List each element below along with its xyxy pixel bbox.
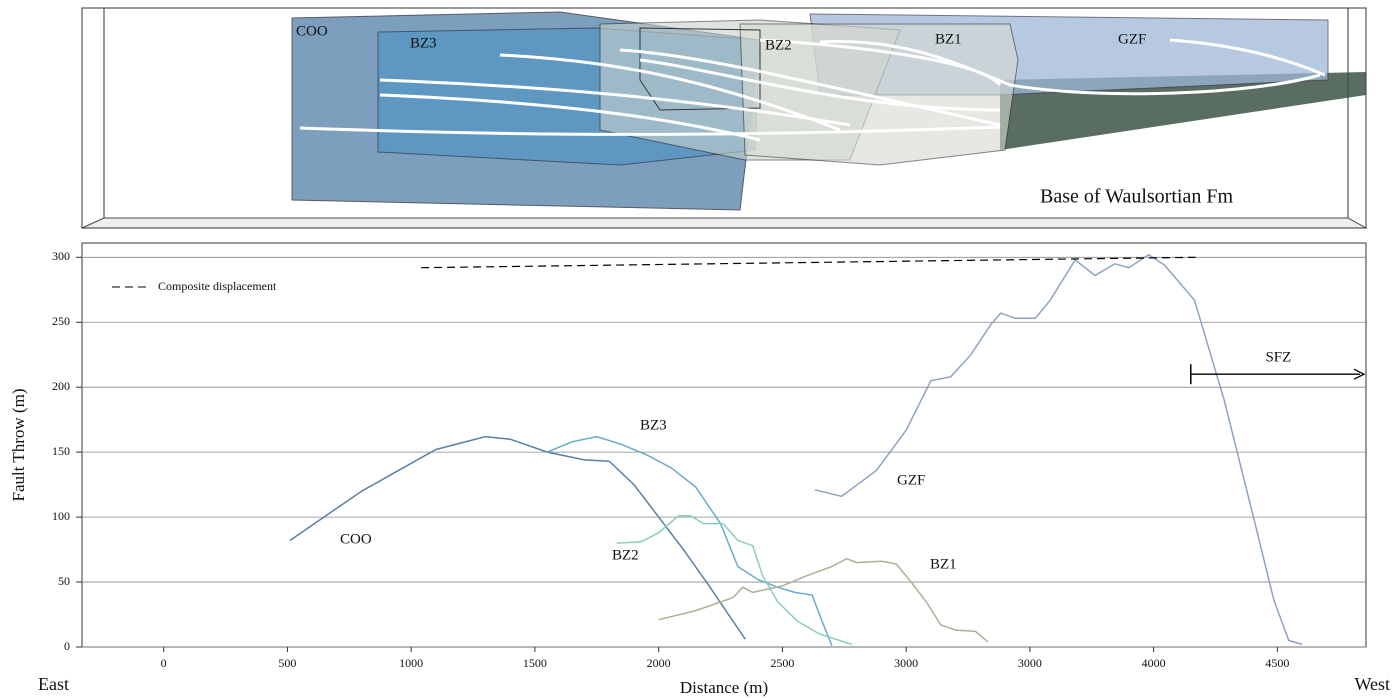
y-tick-label: 0 [64, 639, 70, 653]
legend-label: Composite displacement [158, 279, 277, 293]
x-tick-label: 1500 [523, 656, 547, 670]
frame [81, 7, 1367, 229]
trace [379, 93, 761, 142]
fault-diagram: COO BZ3 BZ2 BZ1 GZF Base of Waulsortian … [81, 7, 1368, 229]
throw-line [547, 435, 833, 646]
x-tick-label: 1000 [399, 656, 423, 670]
frame-floor [81, 217, 1368, 229]
west-label: West [1354, 674, 1390, 694]
diagram-label: COO [296, 23, 328, 39]
x-tick-label: 3000 [894, 656, 918, 670]
plot-frame [81, 242, 1367, 648]
diagram-label: BZ2 [765, 37, 792, 53]
trace [299, 125, 1001, 136]
series-label: GZF [897, 472, 925, 488]
diagram-label: BZ1 [935, 31, 962, 47]
x-tick-label: 500 [278, 656, 296, 670]
throw-line [616, 515, 852, 646]
y-tick-label: 250 [52, 314, 70, 328]
y-tick-label: 50 [58, 574, 70, 588]
x-tick-label: 2000 [647, 656, 671, 670]
annotation-label: SFZ [1265, 350, 1291, 366]
y-tick-label: 300 [52, 249, 70, 263]
y-axis-label: Fault Throw (m) [9, 388, 28, 501]
trace [499, 53, 841, 132]
x-tick-label: 4000 [1142, 656, 1166, 670]
y-tick-label: 200 [52, 379, 70, 393]
arrow-head [1353, 368, 1366, 380]
x-tick-label: 4500 [1265, 656, 1289, 670]
throw-line [814, 253, 1303, 646]
throw-line [658, 557, 989, 643]
y-tick-label: 150 [52, 444, 70, 458]
east-label: East [38, 674, 69, 694]
diagram-label: GZF [1118, 31, 1146, 47]
throw-line [289, 435, 746, 640]
series-label: BZ3 [640, 417, 667, 433]
y-tick-label: 100 [52, 509, 70, 523]
series-label: BZ1 [930, 556, 957, 572]
x-tick-label: 0 [161, 656, 167, 670]
diagram-caption: Base of Waulsortian Fm [1040, 186, 1233, 208]
series-label: BZ2 [612, 547, 639, 563]
fault-traces [299, 38, 1326, 142]
trace [379, 78, 851, 127]
diagram-label: BZ3 [410, 35, 437, 51]
trace [1169, 38, 1326, 77]
series-label: COO [340, 531, 372, 547]
trace [639, 58, 1001, 112]
x-axis-label: Distance (m) [680, 678, 768, 697]
x-tick-label: 3000 [1018, 656, 1042, 670]
x-tick-label: 2500 [770, 656, 794, 670]
trace [819, 40, 1321, 96]
